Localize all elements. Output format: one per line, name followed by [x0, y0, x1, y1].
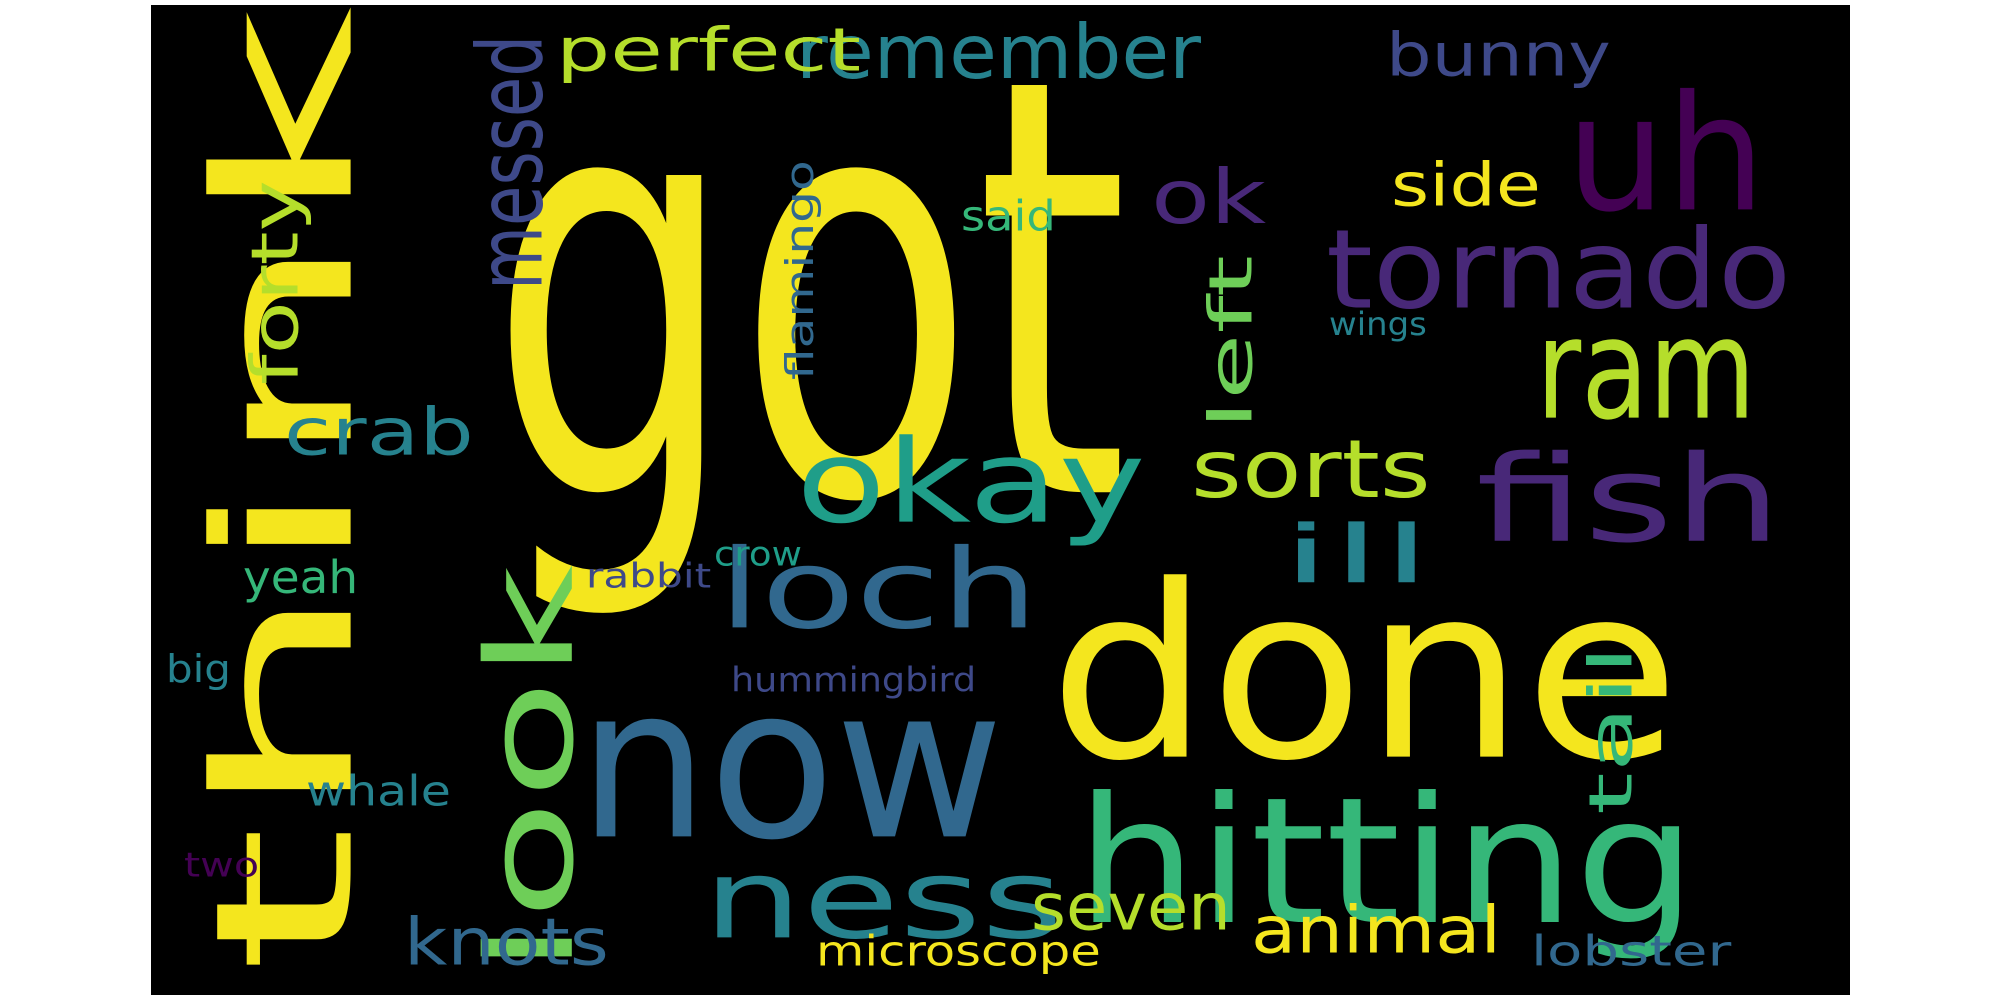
word-remember: remember — [796, 8, 1201, 96]
word-rabbit: rabbit — [586, 555, 712, 596]
word-knots: knots — [404, 904, 609, 981]
word-left: left — [1195, 255, 1266, 430]
word-got: got — [489, 5, 1129, 632]
word-yeah: yeah — [243, 550, 359, 604]
word-now: now — [578, 641, 1004, 887]
word-loch: loch — [718, 525, 1039, 654]
word-ness: ness — [703, 835, 1064, 964]
word-messed: messed — [457, 34, 564, 291]
word-hitting: hitting — [1076, 759, 1697, 964]
word-side: side — [1391, 149, 1541, 220]
word-crow: crow — [714, 533, 802, 574]
word-uh: uh — [1566, 60, 1766, 248]
word-two: two — [184, 844, 260, 885]
word-ram: ram — [1536, 287, 1756, 452]
word-perfect: perfect — [556, 14, 862, 85]
word-fish: fish — [1476, 429, 1782, 570]
word-said: said — [961, 191, 1056, 241]
word-big: big — [166, 646, 231, 692]
word-bunny: bunny — [1386, 19, 1611, 90]
word-think: think — [173, 6, 397, 975]
word-cloud: got think done now uh tornado ram fish hitting ok… — [151, 5, 1850, 995]
word-forty: forty — [237, 180, 314, 385]
word-seven: seven — [1031, 869, 1231, 946]
word-okay: okay — [796, 414, 1146, 550]
word-done: done — [1049, 533, 1680, 815]
word-microscope: microscope — [816, 926, 1101, 976]
word-flamingo: flamingo — [777, 160, 823, 380]
word-tornado: tornado — [1326, 205, 1792, 334]
word-ill: ill — [1281, 507, 1432, 602]
word-whale: whale — [306, 766, 451, 816]
word-tail: tail — [1575, 644, 1646, 815]
word-crab: crab — [284, 394, 474, 471]
word-sorts: sorts — [1191, 422, 1431, 517]
word-animal: animal — [1251, 892, 1501, 969]
word-ok: ok — [1151, 153, 1267, 241]
word-hummingbird: hummingbird — [731, 659, 977, 700]
word-wings: wings — [1329, 305, 1427, 343]
word-lobster: lobster — [1531, 926, 1732, 976]
